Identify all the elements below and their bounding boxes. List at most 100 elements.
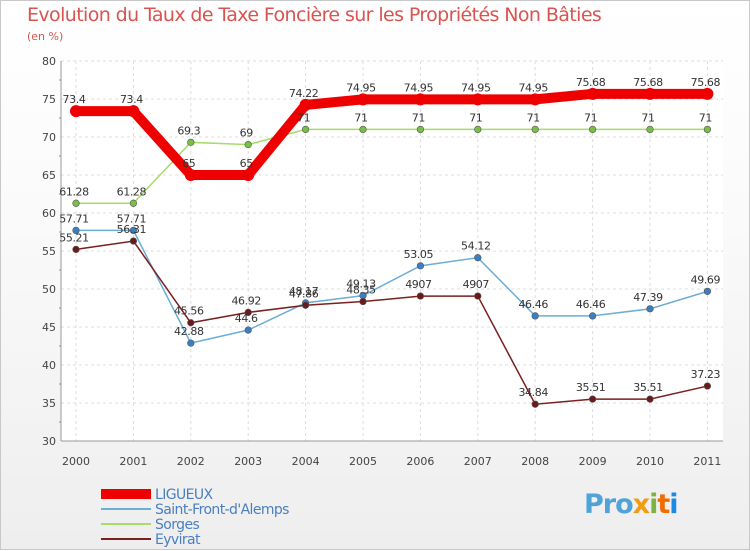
- data-point-ligueux: [471, 93, 484, 106]
- data-label: 65: [240, 157, 254, 170]
- y-tick-label: 80: [42, 55, 56, 68]
- x-tick-label: 2008: [521, 455, 549, 468]
- legend-label: Sorges: [155, 517, 199, 533]
- data-point-eyvirat: [474, 292, 482, 300]
- data-label: 54.12: [461, 240, 491, 253]
- data-point-ligueux: [70, 105, 82, 118]
- data-point-saint-front-d-alemps: [703, 287, 712, 295]
- x-tick-label: 2004: [292, 455, 320, 468]
- logo-part: i: [649, 489, 658, 520]
- data-point-ligueux: [586, 87, 599, 100]
- chart-title: Evolution du Taux de Taxe Foncière sur l…: [27, 4, 602, 26]
- data-point-ligueux: [127, 105, 140, 118]
- data-label: 74.22: [289, 87, 319, 100]
- chart-unit-label: (en %): [27, 30, 64, 43]
- data-point-sorges: [302, 125, 310, 133]
- data-label: 35.51: [633, 381, 663, 394]
- y-tick-label: 65: [42, 169, 56, 182]
- data-point-eyvirat: [646, 395, 654, 403]
- data-point-saint-front-d-alemps: [588, 312, 597, 320]
- data-point-sorges: [187, 138, 195, 146]
- data-label: 73.4: [63, 93, 86, 106]
- data-label: 45.56: [174, 305, 204, 318]
- data-point-sorges: [416, 125, 425, 133]
- data-label: 75.68: [633, 76, 663, 89]
- data-label: 56.31: [117, 223, 147, 236]
- x-tick-label: 2009: [579, 455, 607, 468]
- data-point-sorges: [588, 125, 597, 133]
- data-point-ligueux: [529, 93, 542, 106]
- x-tick-label: 2001: [119, 455, 147, 468]
- series-line-ligueux: [76, 88, 708, 180]
- x-tick-label: 2011: [693, 455, 721, 468]
- data-point-ligueux: [644, 87, 656, 100]
- y-tick-label: 40: [42, 359, 56, 372]
- x-tick-label: 2010: [636, 455, 664, 468]
- data-label: 71: [469, 111, 482, 124]
- data-point-sorges: [646, 125, 654, 133]
- data-label: 65: [182, 157, 196, 170]
- y-tick-label: 30: [42, 435, 56, 448]
- data-label: 46.46: [518, 298, 548, 311]
- data-label: 47.86: [289, 287, 319, 300]
- x-tick-label: 2003: [234, 455, 262, 468]
- data-label: 61.28: [59, 185, 89, 198]
- data-label: 75.68: [691, 76, 721, 89]
- x-tick-label: 2007: [464, 455, 492, 468]
- data-point-eyvirat: [703, 382, 712, 390]
- data-point-eyvirat: [72, 245, 80, 254]
- logo-part: Pro: [584, 489, 634, 520]
- legend-label: LIGUEUX: [155, 487, 214, 503]
- data-label: 47.39: [633, 291, 663, 304]
- data-point-saint-front-d-alemps: [129, 226, 137, 235]
- data-point-sorges: [359, 125, 367, 133]
- data-label: 4907: [405, 278, 432, 291]
- y-tick-label: 55: [42, 245, 56, 258]
- data-label: 74.95: [518, 81, 548, 94]
- data-label: 57.71: [59, 212, 89, 225]
- data-point-saint-front-d-alemps: [187, 339, 195, 347]
- data-point-eyvirat: [244, 308, 252, 317]
- data-point-saint-front-d-alemps: [531, 312, 539, 320]
- data-point-ligueux: [299, 98, 312, 111]
- data-point-eyvirat: [416, 292, 425, 300]
- data-point-ligueux: [184, 169, 197, 181]
- data-point-sorges: [129, 199, 137, 207]
- x-tick-label: 2006: [406, 455, 434, 468]
- series-line-eyvirat: [75, 240, 708, 406]
- data-label: 48.35: [346, 284, 376, 297]
- y-tick-label: 45: [42, 321, 56, 334]
- data-label: 4907: [463, 278, 490, 291]
- data-label: 34.84: [518, 386, 548, 399]
- data-point-ligueux: [701, 87, 714, 100]
- proxiti-logo: Proxiti: [584, 489, 679, 520]
- data-label: 69.3: [177, 124, 200, 137]
- data-label: 46.92: [231, 294, 261, 307]
- x-tick-label: 2000: [62, 455, 90, 468]
- data-point-sorges: [244, 141, 252, 149]
- data-point-saint-front-d-alemps: [72, 226, 80, 235]
- data-label: 71: [412, 111, 425, 124]
- x-tick-label: 2002: [177, 455, 205, 468]
- logo-part: x: [632, 489, 650, 520]
- data-label: 71: [699, 111, 712, 124]
- y-tick-label: 70: [42, 131, 56, 144]
- legend-label: Eyvirat: [155, 532, 201, 548]
- data-point-saint-front-d-alemps: [646, 305, 654, 313]
- data-point-saint-front-d-alemps: [416, 262, 425, 270]
- data-label: 61.28: [117, 185, 147, 198]
- x-tick-label: 2005: [349, 455, 377, 468]
- data-label: 42.88: [174, 325, 204, 338]
- data-point-eyvirat: [359, 297, 367, 306]
- series-line-saint-front-d-alemps: [76, 229, 708, 344]
- logo-part: i: [669, 489, 678, 520]
- data-point-saint-front-d-alemps: [244, 326, 252, 334]
- data-point-ligueux: [414, 93, 427, 106]
- data-label: 74.95: [346, 81, 376, 94]
- data-point-eyvirat: [129, 237, 137, 245]
- data-label: 71: [297, 111, 310, 124]
- data-label: 35.51: [576, 381, 606, 394]
- data-label: 69: [240, 127, 254, 140]
- legend-label: Saint-Front-d'Alemps: [155, 502, 289, 518]
